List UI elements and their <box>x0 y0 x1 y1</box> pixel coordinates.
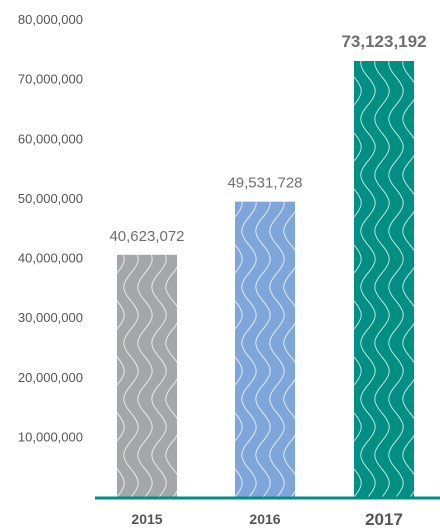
x-tick-label: 2015 <box>131 511 162 527</box>
y-tick-label: 30,000,000 <box>18 310 83 325</box>
data-label: 73,123,192 <box>341 32 426 51</box>
bar-wave-pattern <box>235 201 295 497</box>
y-tick-label: 80,000,000 <box>18 12 83 27</box>
data-label: 40,623,072 <box>109 228 184 245</box>
bar-2016 <box>235 201 295 498</box>
y-tick-label: 10,000,000 <box>18 429 83 444</box>
bar-wave-pattern <box>354 61 414 498</box>
bar <box>117 254 177 497</box>
y-tick-label: 40,000,000 <box>18 251 83 266</box>
x-tick-label: 2016 <box>249 511 280 527</box>
y-tick-label: 50,000,000 <box>18 191 83 206</box>
bar-2015 <box>117 254 177 497</box>
y-axis-ticks: 10,000,000 20,000,000 30,000,000 40,000,000… <box>18 12 83 444</box>
y-tick-label: 70,000,000 <box>18 72 83 87</box>
x-axis-labels: 2015 2016 2017 <box>131 510 402 529</box>
y-tick-label: 20,000,000 <box>18 370 83 385</box>
bars <box>117 61 414 498</box>
data-label: 49,531,728 <box>227 175 302 192</box>
bar <box>235 201 295 498</box>
x-tick-label: 2017 <box>365 510 403 529</box>
bar-2017 <box>354 61 414 498</box>
data-labels: 40,623,072 49,531,728 73,123,192 <box>109 32 426 245</box>
y-tick-label: 60,000,000 <box>18 131 83 146</box>
bar-wave-pattern <box>117 254 177 497</box>
